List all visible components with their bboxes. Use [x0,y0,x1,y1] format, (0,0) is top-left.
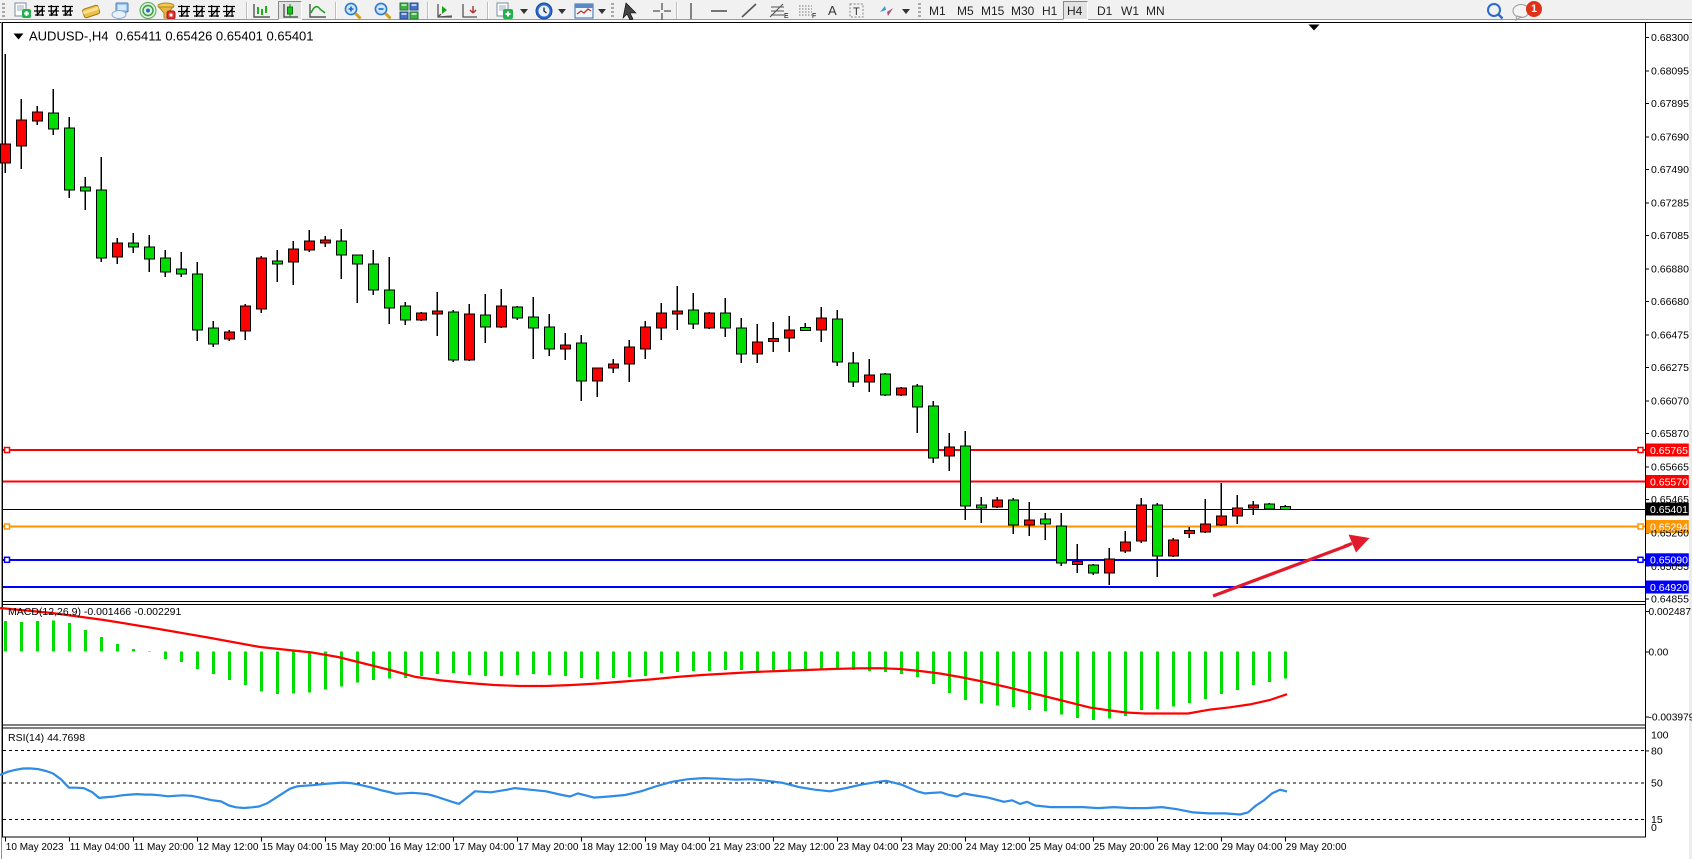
svg-text:0.66070: 0.66070 [1651,395,1689,407]
svg-text:15: 15 [1651,814,1663,826]
svg-text:50: 50 [1651,777,1663,789]
svg-text:11 May 04:00: 11 May 04:00 [70,842,130,853]
svg-text:0: 0 [1651,822,1657,834]
svg-text:100: 100 [1651,730,1669,742]
svg-text:19 May 04:00: 19 May 04:00 [646,842,707,853]
svg-text:0.66680: 0.66680 [1651,296,1689,308]
svg-text:23 May 04:00: 23 May 04:00 [838,842,899,853]
svg-text:23 May 20:00: 23 May 20:00 [902,842,963,853]
svg-text:15 May 20:00: 15 May 20:00 [326,842,387,853]
svg-text:0.65570: 0.65570 [1650,476,1688,488]
svg-text:22 May 12:00: 22 May 12:00 [774,842,835,853]
svg-text:0.65090: 0.65090 [1650,555,1688,567]
svg-text:12 May 12:00: 12 May 12:00 [198,842,259,853]
svg-text:0.65260: 0.65260 [1651,527,1689,539]
svg-text:0.64920: 0.64920 [1650,582,1688,594]
svg-text:0.67085: 0.67085 [1651,230,1689,242]
svg-text:0.67895: 0.67895 [1651,98,1689,110]
svg-text:0.68095: 0.68095 [1651,66,1689,78]
svg-text:25 May 04:00: 25 May 04:00 [1030,842,1091,853]
svg-text:0.65870: 0.65870 [1651,428,1689,440]
svg-text:T: T [853,6,860,18]
svg-text:0.65055: 0.65055 [1651,561,1689,573]
svg-text:18 May 12:00: 18 May 12:00 [582,842,643,853]
svg-text:E: E [784,13,789,20]
svg-text:24 May 12:00: 24 May 12:00 [966,842,1027,853]
svg-text:RSI(14) 44.7698: RSI(14) 44.7698 [8,732,85,744]
svg-text:21 May 23:00: 21 May 23:00 [710,842,771,853]
svg-text:0.65465: 0.65465 [1651,494,1689,506]
svg-text:0.67690: 0.67690 [1651,132,1689,144]
svg-text:10 May 2023: 10 May 2023 [6,842,64,853]
svg-text:0.66880: 0.66880 [1651,264,1689,276]
svg-text:0.66475: 0.66475 [1651,329,1689,341]
svg-text:F: F [812,13,816,20]
svg-text:0.65665: 0.65665 [1651,461,1689,473]
svg-text:0.66275: 0.66275 [1651,362,1689,374]
svg-text:80: 80 [1651,746,1663,758]
svg-text:26 May 12:00: 26 May 12:00 [1158,842,1219,853]
svg-text:MACD(12,26,9) -0.001466 -0.002: MACD(12,26,9) -0.001466 -0.002291 [8,606,182,618]
svg-text:0.68300: 0.68300 [1651,32,1689,44]
svg-text:11 May 20:00: 11 May 20:00 [134,842,194,853]
svg-text:0.64855: 0.64855 [1651,593,1689,605]
svg-text:0.65294: 0.65294 [1650,521,1688,533]
svg-text:16 May 12:00: 16 May 12:00 [390,842,451,853]
svg-text:0.65765: 0.65765 [1650,445,1688,457]
svg-text:AUDUSD-,H4 0.65411 0.65426 0.: AUDUSD-,H4 0.65411 0.65426 0.65401 0.654… [29,29,314,44]
svg-text:17 May 04:00: 17 May 04:00 [454,842,515,853]
svg-text:0.002487: 0.002487 [1649,607,1692,618]
svg-text:29 May 04:00: 29 May 04:00 [1222,842,1283,853]
svg-text:-0.003979: -0.003979 [1649,713,1692,724]
svg-text:0.67285: 0.67285 [1651,198,1689,210]
svg-text:15 May 04:00: 15 May 04:00 [262,842,323,853]
svg-text:0.67490: 0.67490 [1651,164,1689,176]
svg-text:25 May 20:00: 25 May 20:00 [1094,842,1155,853]
svg-text:29 May 20:00: 29 May 20:00 [1286,842,1347,853]
svg-text:0.00: 0.00 [1649,648,1669,659]
svg-text:0.65401: 0.65401 [1650,504,1688,516]
svg-text:17 May 20:00: 17 May 20:00 [518,842,579,853]
